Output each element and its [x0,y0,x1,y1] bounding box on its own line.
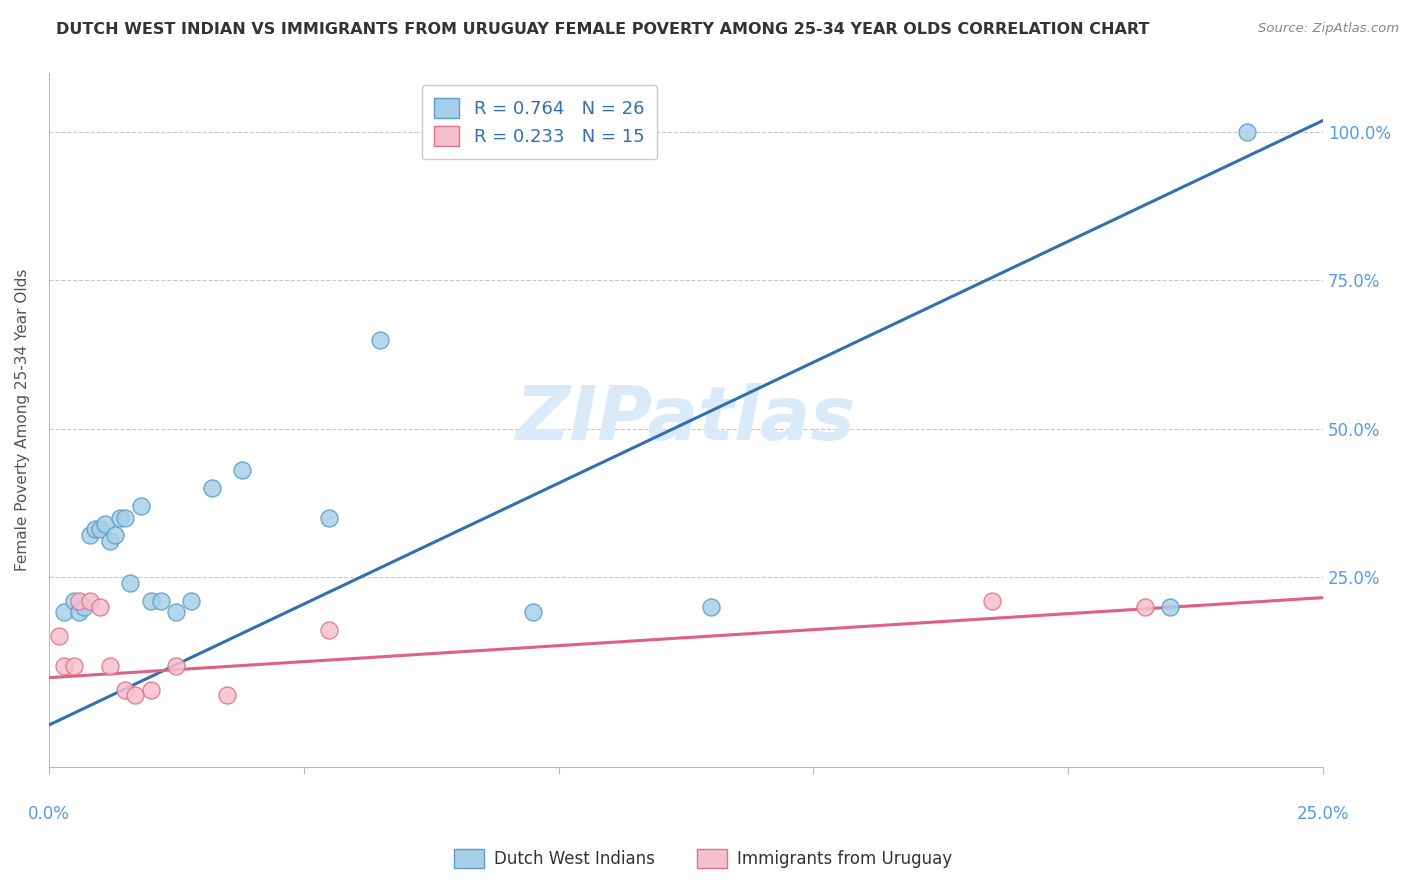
Point [231,463,253,477]
Point [48,629,70,643]
Point [108,510,131,524]
Point [53,606,76,620]
Point [700,599,723,614]
Point [94,516,117,531]
Point [149,593,172,607]
Point [980,593,1002,607]
Point [63,593,86,607]
Point [83,523,105,537]
Point [165,658,187,673]
Legend: Dutch West Indians, Immigrants from Uruguay: Dutch West Indians, Immigrants from Urug… [447,843,959,875]
Point [79,528,101,542]
Point [124,689,146,703]
Point [67,606,90,620]
Point [368,333,391,347]
Point [201,481,224,495]
Text: DUTCH WEST INDIAN VS IMMIGRANTS FROM URUGUAY FEMALE POVERTY AMONG 25-34 YEAR OLD: DUTCH WEST INDIAN VS IMMIGRANTS FROM URU… [56,22,1150,37]
Point [318,624,340,638]
Text: 25.0%: 25.0% [1296,805,1350,823]
Point [139,593,162,607]
Point [67,593,90,607]
Point [1236,125,1258,139]
Point [89,523,111,537]
Point [89,599,111,614]
Point [139,682,162,697]
Point [318,510,340,524]
Point [1133,599,1156,614]
Text: ZIPatlas: ZIPatlas [516,384,856,457]
Point [98,534,121,549]
Legend: R = 0.764   N = 26, R = 0.233   N = 15: R = 0.764 N = 26, R = 0.233 N = 15 [422,86,657,159]
Point [79,593,101,607]
Point [98,658,121,673]
Text: Source: ZipAtlas.com: Source: ZipAtlas.com [1258,22,1399,36]
Point [120,575,142,590]
Point [180,593,202,607]
Text: 0.0%: 0.0% [28,805,70,823]
Point [165,606,187,620]
Point [63,658,86,673]
Point [73,599,96,614]
Point [114,510,136,524]
Point [1159,599,1181,614]
Point [217,689,239,703]
Point [104,528,127,542]
Point [53,658,76,673]
Point [129,499,152,513]
Y-axis label: Female Poverty Among 25-34 Year Olds: Female Poverty Among 25-34 Year Olds [15,268,30,571]
Point [114,682,136,697]
Point [522,606,544,620]
